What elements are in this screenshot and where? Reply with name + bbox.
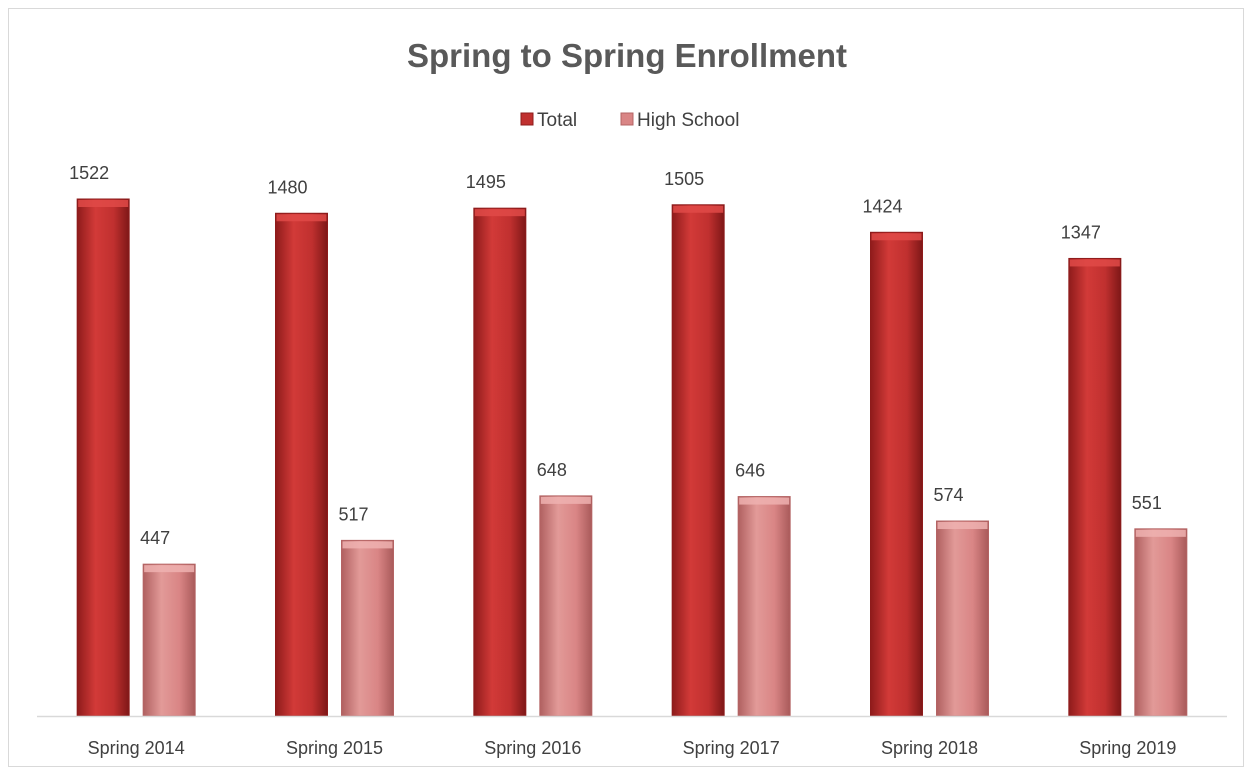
bar-total-6 <box>1068 257 1122 717</box>
data-label-high-school-6: 551 <box>1132 493 1162 513</box>
bar-cap-total-3 <box>474 209 525 217</box>
x-axis-ticks-group: Spring 2014 Spring 2015 Spring 2016 Spring … <box>88 738 1177 758</box>
x-tick-label-2: Spring 2015 <box>286 738 383 758</box>
bar-cap-high-school-2 <box>342 541 393 549</box>
bar-total-3 <box>473 207 527 717</box>
bar-cap-high-school-3 <box>540 496 591 504</box>
bar-high-school-6 <box>1134 528 1188 717</box>
bar-high-school-2 <box>341 539 394 717</box>
bar-cap-total-4 <box>673 205 724 213</box>
data-label-total-5: 1424 <box>862 196 902 216</box>
bar-cap-total-5 <box>871 233 922 241</box>
bar-cap-total-6 <box>1069 259 1120 267</box>
bar-cap-high-school-5 <box>937 522 988 530</box>
data-label-high-school-5: 574 <box>933 485 963 505</box>
bar-cap-total-2 <box>276 214 327 222</box>
x-tick-label-3: Spring 2016 <box>484 738 581 758</box>
data-label-total-2: 1480 <box>267 177 307 197</box>
chart-title: Spring to Spring Enrollment <box>407 37 847 74</box>
x-tick-label-6: Spring 2019 <box>1079 738 1176 758</box>
data-label-high-school-4: 646 <box>735 461 765 481</box>
bar-high-school-3 <box>539 495 593 717</box>
bar-cap-high-school-4 <box>739 497 790 505</box>
bar-total-1 <box>76 198 130 717</box>
chart-frame: Spring to Spring Enrollment Total High Sc… <box>8 8 1244 767</box>
legend-label-high-school: High School <box>637 110 739 131</box>
chart-svg: Spring to Spring Enrollment Total High Sc… <box>37 37 1227 758</box>
bar-total-2 <box>275 212 328 717</box>
legend-label-total: Total <box>537 110 577 131</box>
x-tick-label-5: Spring 2018 <box>881 738 978 758</box>
x-tick-label-1: Spring 2014 <box>88 738 185 758</box>
bars-group <box>76 198 1188 717</box>
value-labels-group: 1522 447 1480 517 1495 648 1505 646 1424 574 1347 5… <box>69 163 1162 548</box>
bar-cap-total-1 <box>78 200 129 207</box>
bar-total-4 <box>671 204 725 717</box>
data-label-total-4: 1505 <box>664 169 704 189</box>
legend-swatch-high-school <box>620 112 634 126</box>
data-label-total-1: 1522 <box>69 163 109 183</box>
bar-high-school-1 <box>142 563 196 717</box>
bar-cap-high-school-1 <box>144 565 195 573</box>
legend-swatch-total <box>520 112 534 126</box>
x-tick-label-4: Spring 2017 <box>683 738 780 758</box>
data-label-high-school-3: 648 <box>537 460 567 480</box>
data-label-high-school-1: 447 <box>140 528 170 548</box>
data-label-total-3: 1495 <box>466 172 506 192</box>
bar-total-5 <box>870 231 923 717</box>
bar-high-school-4 <box>737 496 791 717</box>
data-label-high-school-2: 517 <box>338 504 368 524</box>
legend: Total High School <box>520 110 739 131</box>
data-label-total-6: 1347 <box>1061 222 1101 242</box>
bar-cap-high-school-6 <box>1135 529 1186 537</box>
bar-high-school-5 <box>936 520 989 717</box>
